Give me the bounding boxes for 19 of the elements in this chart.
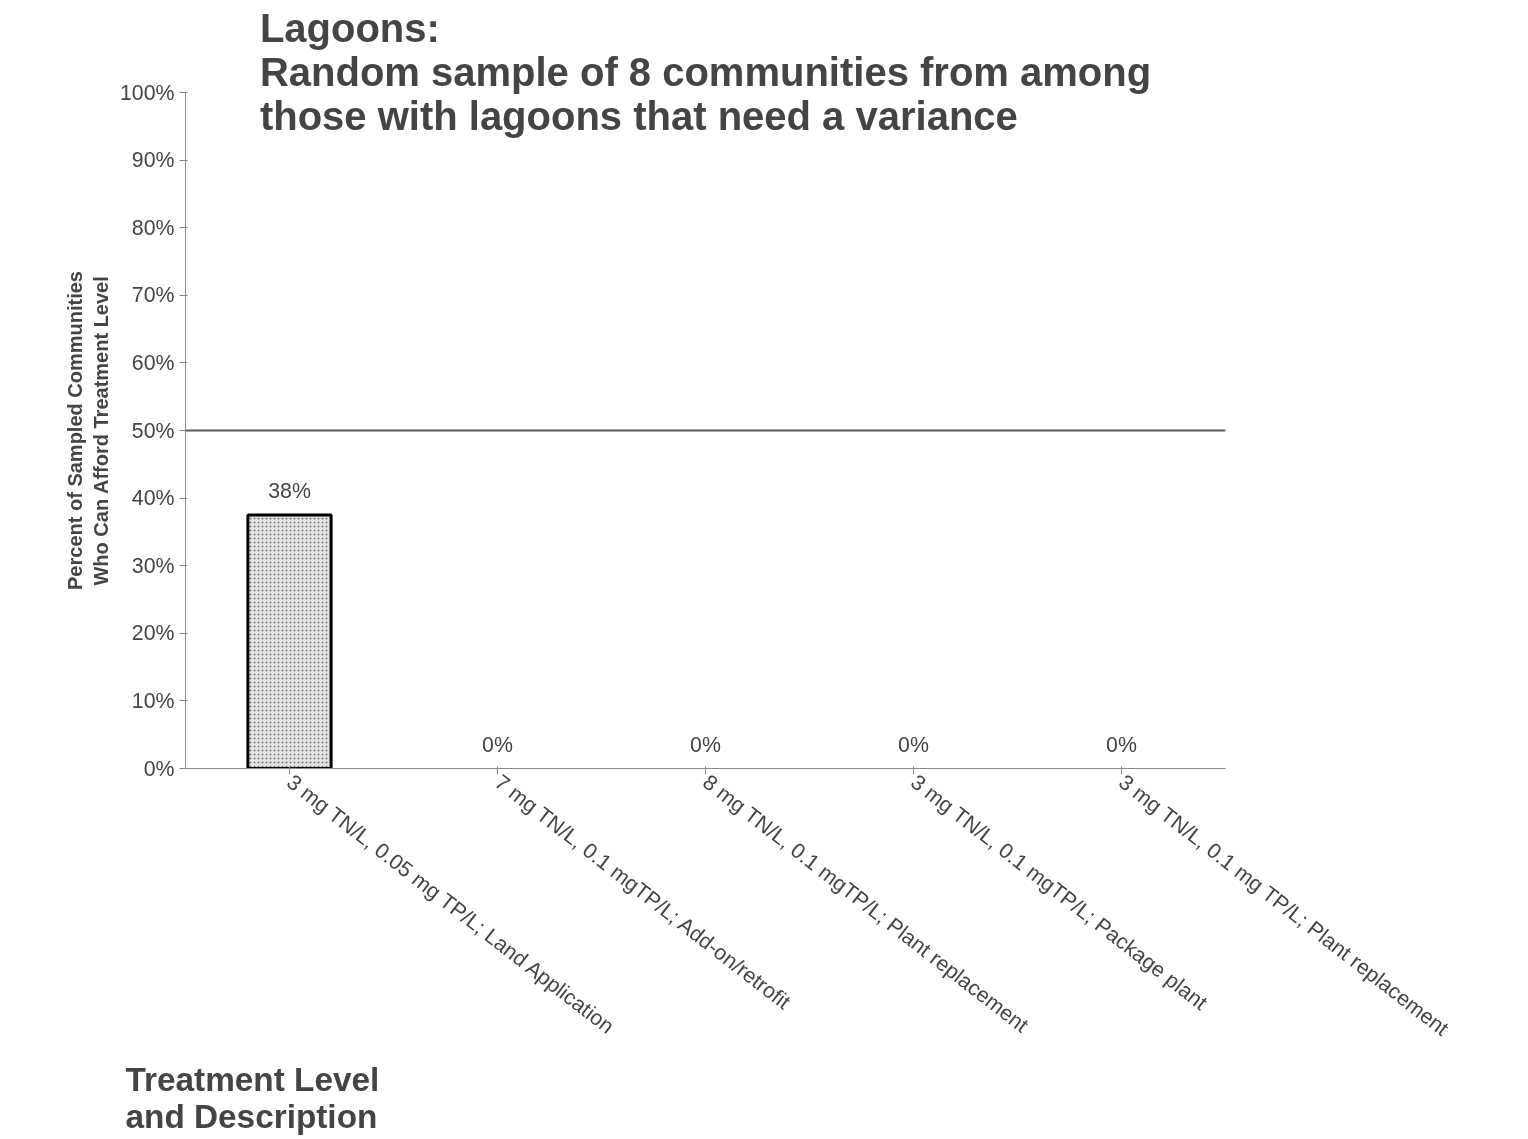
data-label: 0% (690, 732, 721, 757)
data-label: 0% (482, 732, 513, 757)
data-label: 38% (268, 479, 311, 503)
y-tick-label: 60% (131, 350, 175, 375)
y-tick-label: 70% (131, 283, 175, 308)
chart-title: Lagoons: Random sample of 8 communities from among those with lagoons that need a variance (259, 5, 1152, 138)
y-tick-label: 50% (131, 418, 175, 443)
y-axis-title: Percent of Sampled Communities Who Can Afford Treatment Level (63, 271, 112, 590)
y-tick-label: 80% (131, 215, 175, 240)
y-tick-label: 40% (131, 486, 175, 511)
y-tick-label: 100% (119, 80, 175, 105)
x-axis-title: Treatment Level and Description (125, 1060, 380, 1135)
y-tick-label: 0% (143, 756, 175, 781)
y-tick-label: 20% (131, 621, 175, 646)
y-tick-label: 90% (131, 148, 175, 173)
data-label: 0% (1106, 732, 1137, 757)
y-tick-label: 10% (131, 688, 175, 713)
data-label: 0% (898, 732, 929, 757)
y-tick-label: 30% (131, 553, 175, 578)
